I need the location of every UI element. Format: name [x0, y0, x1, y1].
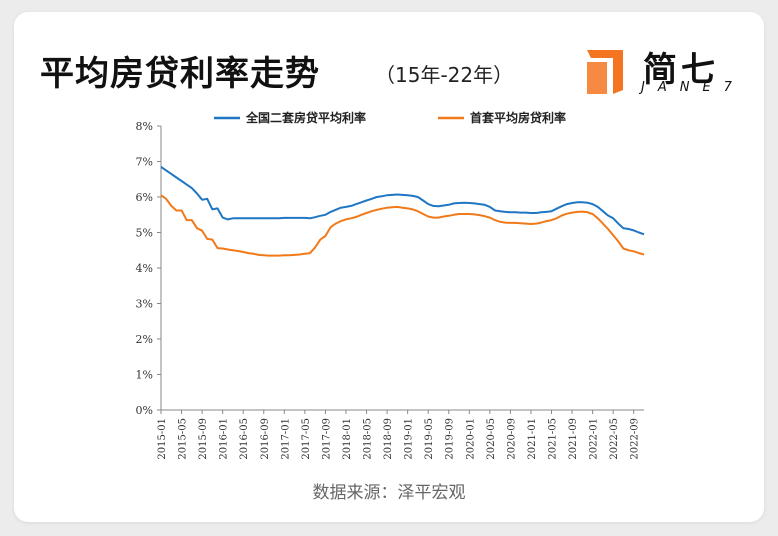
x-tick-label: 2018-01 — [342, 418, 353, 460]
y-tick-label: 2% — [136, 333, 153, 346]
x-tick-label: 2022-05 — [609, 418, 620, 460]
x-tick-label: 2015-09 — [198, 418, 209, 460]
x-tick-label: 2018-05 — [363, 418, 374, 460]
x-tick-label: 2020-01 — [465, 418, 476, 460]
x-tick-label: 2018-09 — [383, 418, 394, 460]
source-note: 数据来源：泽平宏观 — [312, 483, 466, 503]
x-tick-label: 2016-05 — [239, 418, 250, 460]
x-tick-label: 2017-05 — [301, 418, 312, 460]
x-tick-label: 2022-01 — [589, 418, 600, 460]
brand-logo: 简七 JANE7 — [583, 42, 733, 100]
logo-text-cn: 简七 — [643, 50, 719, 90]
x-tick-label: 2019-05 — [424, 418, 435, 460]
x-tick-label: 2022-09 — [630, 418, 641, 460]
series-line-1 — [160, 165, 645, 236]
y-tick-label: 4% — [136, 262, 153, 275]
logo-mark-icon — [587, 50, 623, 94]
x-tick-label: 2017-09 — [321, 418, 332, 460]
y-tick-label: 1% — [136, 369, 153, 382]
x-tick-label: 2021-01 — [527, 418, 538, 460]
x-tick-label: 2016-01 — [219, 418, 230, 460]
x-tick-label: 2016-09 — [260, 418, 271, 460]
y-tick-label: 5% — [136, 227, 153, 240]
x-tick-label: 2021-05 — [548, 418, 559, 460]
y-tick-label: 3% — [136, 298, 153, 311]
page-title: 平均房贷利率走势 — [40, 54, 320, 94]
x-tick-label: 2017-01 — [280, 418, 291, 460]
x-tick-label: 2015-05 — [178, 418, 189, 460]
x-tick-label: 2020-09 — [506, 418, 517, 460]
x-tick-label: 2019-09 — [445, 418, 456, 460]
x-tick-label: 2019-01 — [404, 418, 415, 460]
y-tick-label: 6% — [136, 191, 153, 204]
y-tick-label: 0% — [136, 404, 153, 417]
y-tick-label: 7% — [136, 156, 153, 169]
x-tick-label: 2020-05 — [486, 418, 497, 460]
x-tick-label: 2021-09 — [568, 418, 579, 460]
card — [14, 12, 764, 522]
legend-label-1: 全国二套房贷平均利率 — [245, 110, 366, 125]
page-subtitle: （15年-22年） — [375, 63, 514, 87]
y-tick-label: 8% — [136, 120, 153, 133]
series-line-2 — [160, 194, 645, 257]
legend-label-2: 首套平均房贷利率 — [470, 110, 566, 125]
x-tick-label: 2015-01 — [157, 418, 168, 460]
logo-text-en: JANE7 — [641, 80, 745, 95]
